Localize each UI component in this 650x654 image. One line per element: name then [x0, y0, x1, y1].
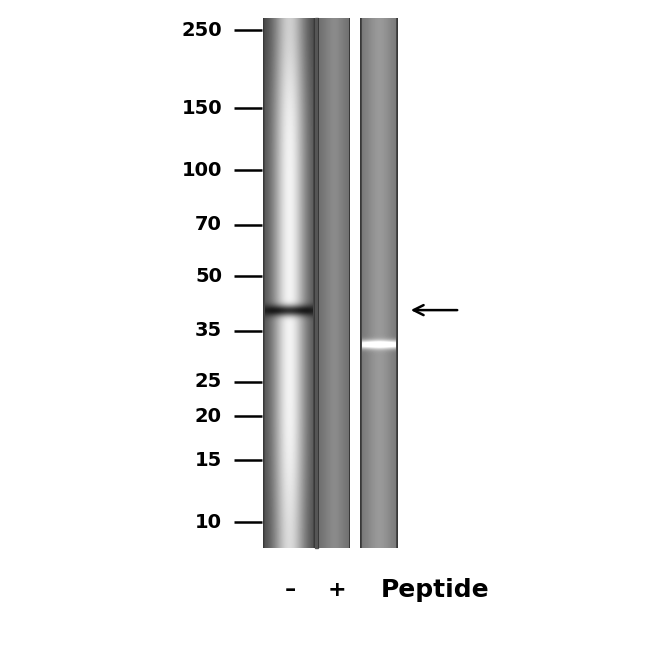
Text: Peptide: Peptide [381, 578, 489, 602]
Text: 10: 10 [195, 513, 222, 532]
Text: 70: 70 [195, 215, 222, 234]
Text: 20: 20 [195, 407, 222, 426]
Text: –: – [285, 580, 296, 600]
Text: +: + [328, 580, 346, 600]
Text: 15: 15 [195, 451, 222, 470]
Bar [315, 18, 318, 548]
Text: 250: 250 [181, 20, 222, 39]
Text: 50: 50 [195, 266, 222, 286]
Text: 100: 100 [181, 160, 222, 180]
Text: 25: 25 [195, 372, 222, 392]
Bar [350, 18, 360, 548]
Text: 35: 35 [195, 321, 222, 340]
Text: 150: 150 [181, 99, 222, 118]
